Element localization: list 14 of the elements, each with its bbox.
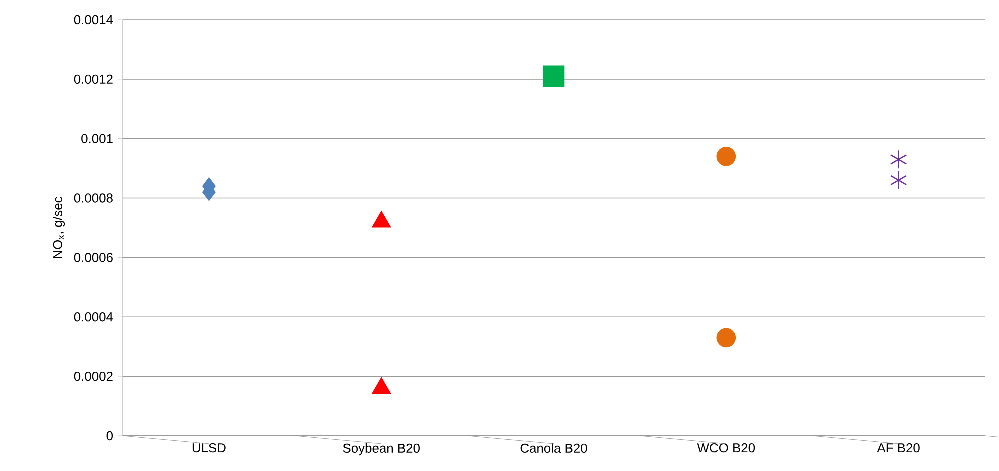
x-tick-label: AF B20	[877, 443, 920, 453]
x-tick-label: Canola B20	[520, 443, 588, 454]
y-tick-label: 0.0002	[74, 372, 113, 382]
y-tick-label: 0.0006	[74, 253, 113, 262]
y-tick-label: 0	[106, 431, 113, 441]
x-tick-label: WCO B20	[697, 443, 756, 453]
y-tick-label: 0.0008	[74, 194, 113, 203]
y-tick-label: 0.0014	[74, 15, 114, 25]
y-axis-title: NO$_{x}$, g/sec	[52, 197, 66, 258]
x-tick-label: ULSD	[192, 443, 226, 453]
y-tick-label: 0.0012	[74, 74, 113, 84]
x-tick-label: Soybean B20	[343, 443, 420, 456]
y-tick-label: 0.001	[82, 134, 113, 144]
y-tick-label: 0.0004	[74, 312, 114, 322]
